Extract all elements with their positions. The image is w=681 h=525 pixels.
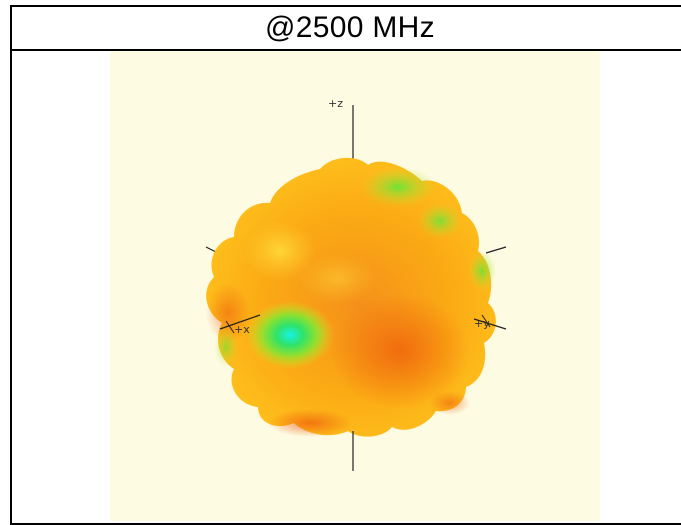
y-axis-label: +y bbox=[474, 317, 490, 330]
x-axis-tick bbox=[225, 320, 235, 334]
green-patch-far-right bbox=[468, 251, 496, 291]
x-axis bbox=[219, 314, 261, 330]
green-patch-left-edge bbox=[214, 327, 238, 367]
highlight-center bbox=[298, 253, 378, 305]
highlight-upper-left bbox=[244, 221, 316, 281]
back-axis-right bbox=[485, 246, 507, 254]
radiation-pattern-svg: +z +x +y bbox=[205, 97, 507, 471]
hot-region-bottom bbox=[268, 409, 352, 437]
radiation-pattern-plot: +z +x +y bbox=[110, 51, 600, 521]
hot-region-left bbox=[206, 283, 250, 343]
green-patch-top-right bbox=[360, 167, 436, 207]
hot-region-center bbox=[330, 293, 470, 409]
pattern-frame: @2500 MHz bbox=[10, 5, 681, 525]
y-axis-tick bbox=[481, 314, 491, 328]
y-axis bbox=[473, 318, 507, 330]
z-axis-label: +z bbox=[328, 97, 343, 110]
green-patch-right bbox=[418, 203, 462, 239]
x-axis-label: +x bbox=[234, 323, 250, 336]
low-gain-region bbox=[246, 301, 334, 369]
hot-region-right bbox=[430, 391, 470, 415]
frequency-title: @2500 MHz bbox=[12, 7, 681, 51]
